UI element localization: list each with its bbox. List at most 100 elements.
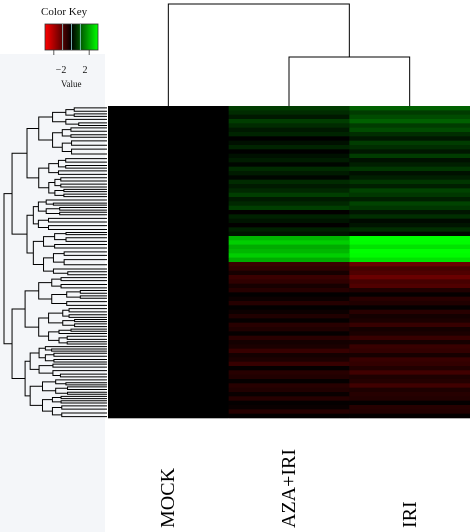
heatmap-cell (108, 119, 229, 124)
heatmap-cell (108, 110, 229, 115)
heatmap-cell (108, 158, 229, 163)
heatmap-cell (108, 288, 229, 293)
heatmap-cell (228, 275, 350, 280)
row-dendrogram-branch (37, 201, 47, 212)
heatmap-cell (349, 370, 470, 375)
heatmap-cell (228, 257, 350, 263)
heatmap-cell (108, 370, 229, 375)
row-dendrogram-branch (70, 328, 107, 332)
heatmap-cell (108, 149, 229, 154)
heatmap-cell (228, 236, 350, 241)
heatmap-cell (228, 188, 350, 193)
row-dendrogram-branch (48, 312, 63, 324)
heatmap-cell (228, 331, 350, 336)
heatmap-cell (108, 162, 229, 167)
heatmap-cell (228, 392, 350, 397)
heatmap-cell (108, 409, 229, 414)
heatmap-cell (228, 153, 350, 159)
heatmap-cell (228, 379, 350, 384)
row-dendrogram-branch (37, 219, 49, 229)
row-dendrogram-branch (38, 116, 53, 141)
heatmap-cell (349, 374, 470, 380)
heatmap-cell (349, 409, 470, 414)
row-dendrogram-branch (66, 301, 107, 306)
heatmap-cell (349, 158, 470, 163)
heatmap-cell (349, 413, 470, 419)
heatmap-cell (349, 136, 470, 141)
heatmap-cell (228, 179, 350, 185)
heatmap-cell (228, 132, 350, 137)
heatmap-cell (228, 223, 350, 228)
heatmap-cell (108, 348, 229, 354)
heatmap-cell (228, 396, 350, 401)
heatmap-cell (108, 175, 229, 180)
row-dendrogram-branch (51, 406, 62, 416)
row-dendrogram-branch (24, 290, 39, 328)
row-dendrogram-branch (3, 193, 13, 345)
heatmap-cell (228, 314, 350, 319)
row-dendrogram-branch (60, 177, 107, 182)
heatmap-cell (349, 184, 470, 189)
heatmap-cell (108, 223, 229, 228)
row-dendrogram-branch (73, 107, 107, 112)
heatmap-cell (108, 205, 229, 211)
heatmap-cell (108, 413, 229, 419)
row-dendrogram-branch (60, 400, 107, 404)
column-dendrogram (167, 3, 411, 106)
heatmap-cell (108, 383, 229, 388)
heatmap-cell (349, 318, 470, 323)
row-dendrogram-branch (51, 293, 67, 305)
heatmap-cell (228, 218, 350, 224)
heatmap-cell (108, 357, 229, 362)
heatmap-cell (349, 153, 470, 159)
heatmap-cell (108, 218, 229, 224)
heatmap-cell (228, 249, 350, 254)
heatmap-cell (108, 340, 229, 345)
heatmap-cell (108, 171, 229, 176)
heatmap-cell (349, 175, 470, 180)
heatmap-cell (228, 214, 350, 219)
row-dendrogram-branch (52, 132, 63, 148)
row-dendrogram-branch (38, 347, 46, 359)
heatmap-cell (349, 335, 470, 341)
row-dendrogram-branch (79, 290, 107, 294)
row-dendrogram-branch (38, 282, 52, 300)
heatmap-cell (228, 344, 350, 349)
heatmap-cell (228, 110, 350, 115)
row-dendrogram-branch (61, 142, 72, 153)
heatmap-cell (108, 396, 229, 401)
column-dendrogram-branch (167, 3, 350, 106)
heatmap-cell (349, 240, 470, 245)
heatmap-cell (108, 136, 229, 141)
heatmap-cell (228, 340, 350, 345)
heatmap-cell (228, 123, 350, 128)
heatmap-cell (228, 240, 350, 245)
row-dendrogram-branch (54, 178, 61, 187)
heatmap-cell (228, 262, 350, 267)
heatmap-cell (349, 223, 470, 228)
heatmap-cell (228, 288, 350, 293)
heatmap-cell (108, 344, 229, 349)
heatmap-cell (228, 166, 350, 172)
heatmap-cell (228, 279, 350, 284)
row-dendrogram-branch (65, 158, 107, 163)
row-dendrogram-branch (38, 365, 53, 374)
heatmap-cell (108, 335, 229, 341)
heatmap-cell (108, 153, 229, 159)
row-dendrogram-branch (65, 237, 107, 242)
heatmap-cell (349, 379, 470, 384)
row-dendrogram-branch (65, 382, 107, 386)
heatmap-cell (228, 119, 350, 124)
heatmap-cell (228, 370, 350, 375)
row-dendrogram-branch (43, 257, 54, 272)
row-dendrogram-branch (71, 140, 107, 146)
row-dendrogram-branch (65, 109, 75, 116)
row-dendrogram-branch (65, 232, 107, 236)
heatmap-cell (349, 314, 470, 319)
heatmap-cell (228, 244, 350, 250)
heatmap-cell (108, 132, 229, 137)
heatmap-cell (228, 145, 350, 150)
heatmap-cell (349, 205, 470, 211)
heatmap-cell (349, 405, 470, 410)
